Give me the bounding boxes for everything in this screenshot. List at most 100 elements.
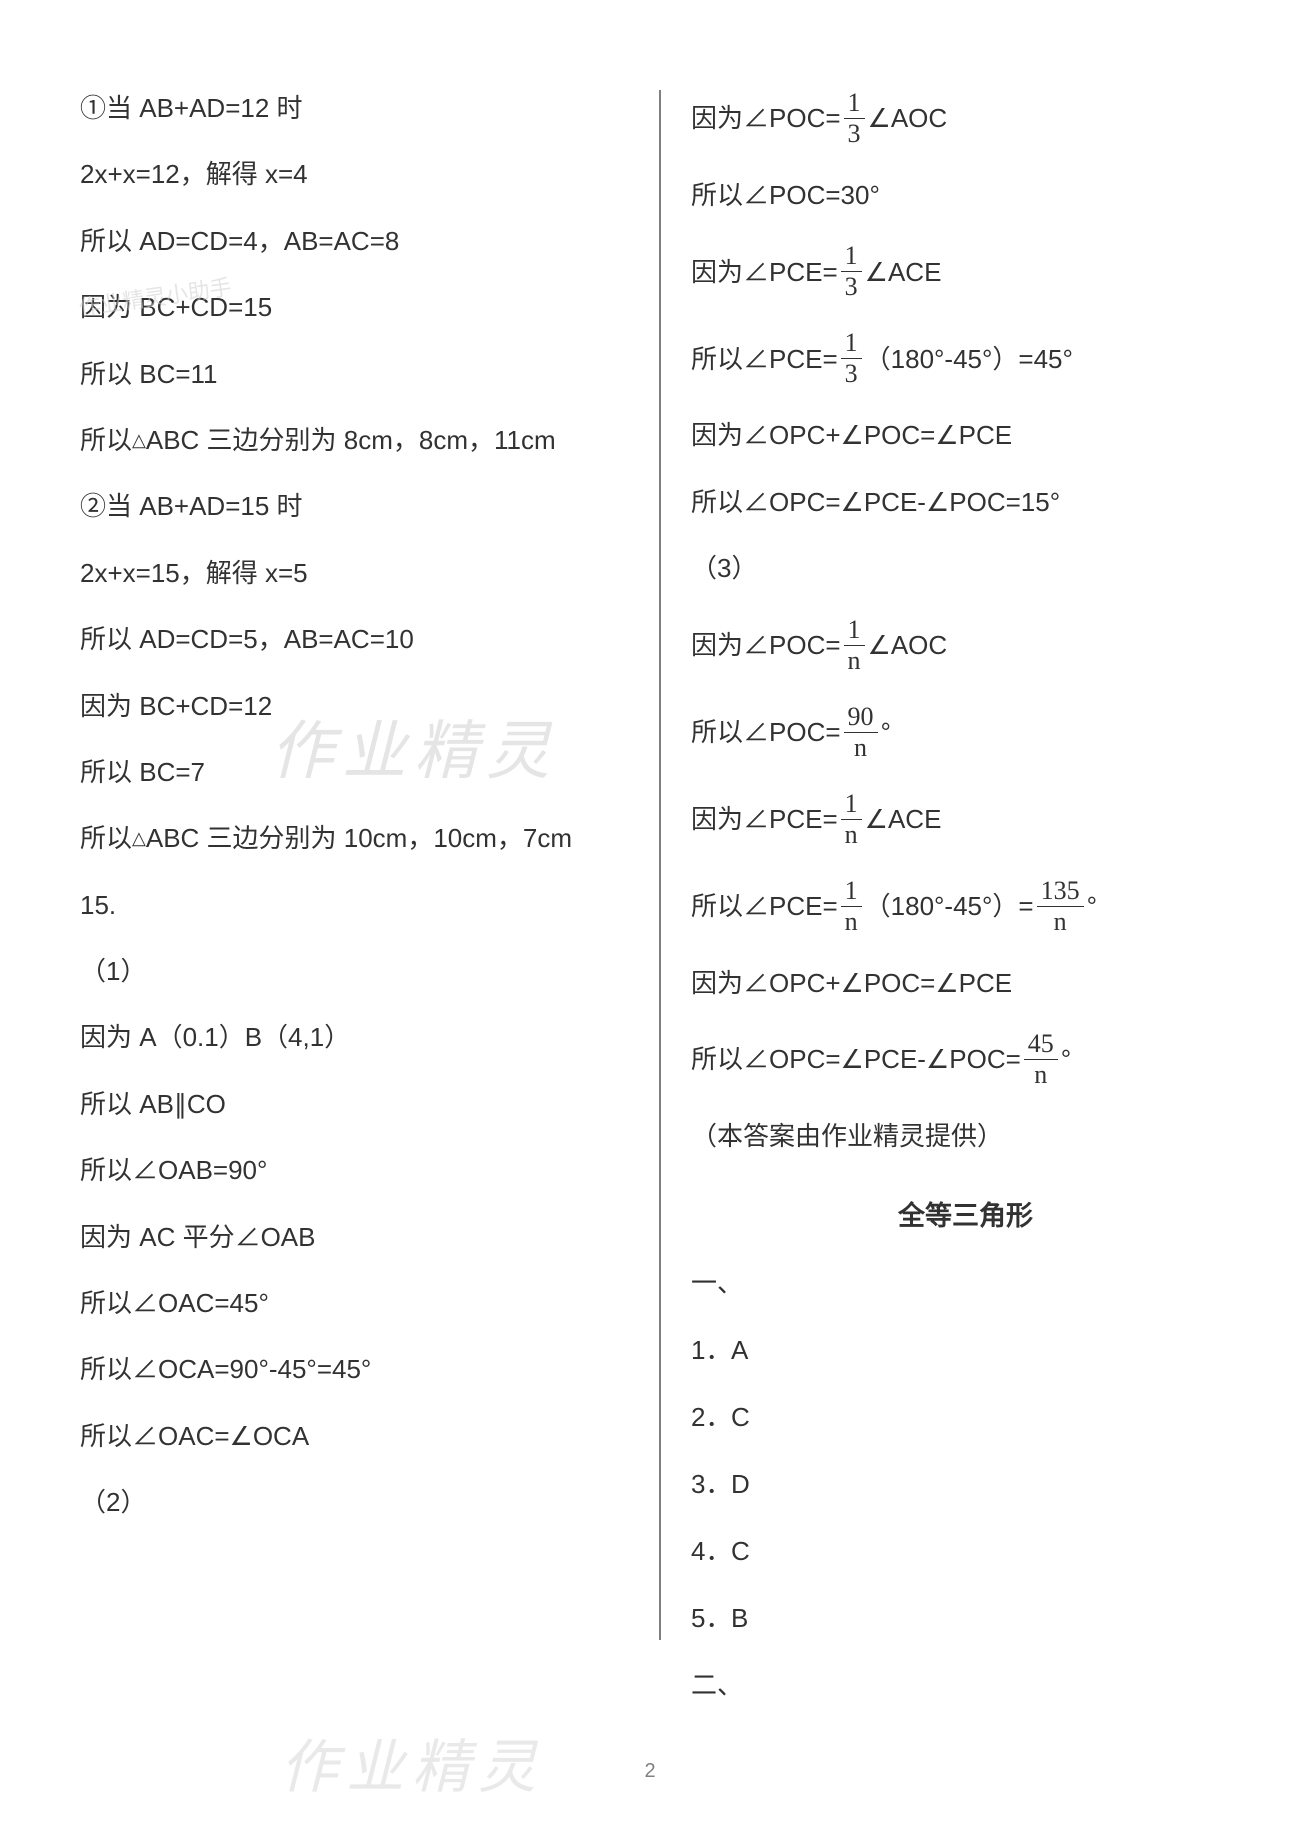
text-run: ° (1061, 1041, 1071, 1077)
text-line: 因为∠OPC+∠POC=∠PCE (691, 417, 1240, 453)
fraction: 90n (844, 704, 878, 761)
text-line: 所以 △ ABC 三边分别为 8cm，8cm，11cm (80, 422, 629, 458)
text-line: 所以∠OCA=90°-45°=45° (80, 1351, 629, 1387)
text-run: 所以∠PCE= (691, 888, 838, 924)
text-line: 所以∠OPC=∠PCE-∠POC=15° (691, 484, 1240, 520)
numerator: 135 (1037, 878, 1084, 907)
page-container: ①当 AB+AD=12 时 2x+x=12，解得 x=4 所以 AD=CD=4，… (0, 0, 1300, 1838)
denominator: 3 (841, 359, 862, 387)
fraction: 1n (844, 617, 865, 674)
text-line: 因为∠PCE= 13 ∠ACE (691, 243, 1240, 300)
denominator: n (850, 733, 871, 761)
text-line: 因为 BC+CD=12 (80, 688, 629, 724)
text-line: 所以 AD=CD=4，AB=AC=8 (80, 223, 629, 259)
text-line: 所以∠OAC=∠OCA (80, 1418, 629, 1454)
text-line: 因为∠PCE= 1n ∠ACE (691, 791, 1240, 848)
fraction: 13 (841, 330, 862, 387)
text-line: ②当 AB+AD=15 时 (80, 488, 629, 524)
denominator: n (844, 646, 865, 674)
question-number: 2． (691, 1397, 731, 1434)
text-run: （180°-45°）=45° (865, 341, 1073, 377)
denominator: 3 (841, 272, 862, 300)
text-line: （3） (691, 550, 1240, 586)
text-run: （180°-45°）= (865, 888, 1034, 924)
text-line: 所以∠POC=30° (691, 177, 1240, 213)
text-line: 因为∠POC= 13 ∠AOC (691, 90, 1240, 147)
denominator: n (1030, 1060, 1051, 1088)
numerator: 1 (841, 791, 862, 820)
numerator: 90 (844, 704, 878, 733)
text-run: 因为∠POC= (691, 627, 841, 663)
text-line: 所以 BC=7 (80, 754, 629, 790)
answer-value: C (731, 1536, 750, 1566)
section-number: 二、 (691, 1665, 1240, 1702)
text-run: 所以∠POC= (691, 714, 841, 750)
fraction: 13 (844, 90, 865, 147)
fraction: 1n (841, 878, 862, 935)
answer-value: B (731, 1603, 748, 1633)
text-run: 所以∠PCE= (691, 341, 838, 377)
text-run: 因为∠POC= (691, 100, 841, 136)
text-run: ABC 三边分别为 10cm，10cm，7cm (146, 820, 572, 856)
text-run: ∠ACE (865, 254, 942, 290)
numerator: 1 (841, 878, 862, 907)
triangle-icon: △ (132, 428, 146, 453)
right-column: 因为∠POC= 13 ∠AOC 所以∠POC=30° 因为∠PCE= 13 ∠A… (661, 90, 1240, 1778)
text-line: 所以∠OPC=∠PCE-∠POC= 45n ° (691, 1031, 1240, 1088)
text-line: 所以 AD=CD=5，AB=AC=10 (80, 621, 629, 657)
text-run: ∠AOC (868, 100, 948, 136)
answer-value: C (731, 1402, 750, 1432)
text-line: 因为 BC+CD=15 (80, 289, 629, 325)
text-line: 因为∠POC= 1n ∠AOC (691, 617, 1240, 674)
denominator: n (841, 820, 862, 848)
answer-line: 1．A (691, 1330, 1240, 1367)
denominator: 3 (844, 119, 865, 147)
text-line: 所以 AB∥CO (80, 1086, 629, 1122)
page-number: 2 (644, 1760, 655, 1783)
answer-line: 5．B (691, 1598, 1240, 1635)
text-run: ∠AOC (868, 627, 948, 663)
question-number: 3． (691, 1464, 731, 1501)
triangle-icon: △ (132, 826, 146, 851)
section-heading: 全等三角形 (691, 1194, 1240, 1233)
fraction: 45n (1024, 1031, 1058, 1088)
fraction: 13 (841, 243, 862, 300)
answer-line: 4．C (691, 1531, 1240, 1568)
text-run: ∠ACE (865, 801, 942, 837)
text-line: 所以∠PCE= 1n （180°-45°）= 135n ° (691, 878, 1240, 935)
fraction: 1n (841, 791, 862, 848)
fraction: 135n (1037, 878, 1084, 935)
text-run: ABC 三边分别为 8cm，8cm，11cm (146, 422, 556, 458)
text-line: 所以∠POC= 90n ° (691, 704, 1240, 761)
text-run: 所以 (80, 820, 132, 856)
text-line: ①当 AB+AD=12 时 (80, 90, 629, 126)
text-line: 所以 △ ABC 三边分别为 10cm，10cm，7cm (80, 820, 629, 856)
numerator: 45 (1024, 1031, 1058, 1060)
text-run: 所以∠OPC=∠PCE-∠POC= (691, 1041, 1021, 1077)
numerator: 1 (844, 617, 865, 646)
section-number: 一、 (691, 1263, 1240, 1300)
question-number: 5． (691, 1598, 731, 1635)
denominator: n (841, 907, 862, 935)
text-line: （1） (80, 953, 629, 989)
text-line: 2x+x=12，解得 x=4 (80, 156, 629, 192)
question-number: 1． (691, 1330, 731, 1367)
text-line: （本答案由作业精灵提供） (691, 1118, 1240, 1154)
numerator: 1 (841, 330, 862, 359)
denominator: n (1050, 907, 1071, 935)
text-line: 所以∠OAC=45° (80, 1285, 629, 1321)
numerator: 1 (844, 90, 865, 119)
text-line: （2） (80, 1484, 629, 1520)
answer-line: 2．C (691, 1397, 1240, 1434)
question-number: 4． (691, 1531, 731, 1568)
text-line: 因为 AC 平分∠OAB (80, 1219, 629, 1255)
answer-value: D (731, 1469, 750, 1499)
text-line: 2x+x=15，解得 x=5 (80, 555, 629, 591)
answer-line: 3．D (691, 1464, 1240, 1501)
text-run: 所以 (80, 422, 132, 458)
text-line: 所以∠PCE= 13 （180°-45°）=45° (691, 330, 1240, 387)
text-run: ° (1087, 888, 1097, 924)
numerator: 1 (841, 243, 862, 272)
left-column: ①当 AB+AD=12 时 2x+x=12，解得 x=4 所以 AD=CD=4，… (80, 90, 659, 1778)
answer-value: A (731, 1335, 748, 1365)
